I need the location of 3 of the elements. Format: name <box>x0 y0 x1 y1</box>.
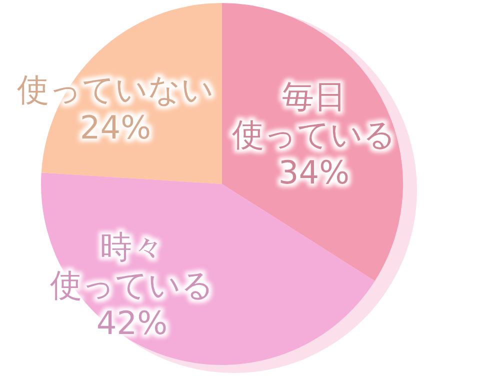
data-label: 34% <box>278 153 350 192</box>
data-label: 24% <box>80 108 152 146</box>
slice-label: 毎日使っている <box>232 77 396 154</box>
